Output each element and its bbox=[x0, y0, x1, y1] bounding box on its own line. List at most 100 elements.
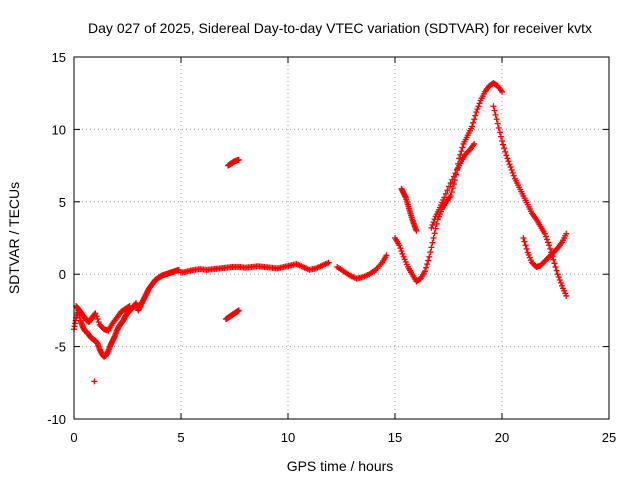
data-point-orange-arc bbox=[429, 221, 436, 228]
data-point-rise bbox=[399, 250, 406, 257]
data-point-rise bbox=[448, 189, 455, 196]
x-tick-label: 20 bbox=[495, 430, 509, 445]
data-point-decay bbox=[508, 166, 515, 173]
data-point-decay bbox=[552, 263, 559, 270]
data-point-rise bbox=[472, 112, 479, 119]
data-point-decay bbox=[543, 236, 550, 243]
data-point-decay bbox=[556, 276, 563, 283]
data-point-rise bbox=[430, 235, 437, 241]
plot-frame bbox=[73, 56, 610, 420]
data-point-early-upper bbox=[92, 310, 99, 317]
data-point-decay bbox=[501, 145, 508, 152]
x-tick-labels: 0 5 10 15 20 25 bbox=[70, 430, 616, 445]
data-point-rise bbox=[432, 225, 439, 232]
data-point-late-branch bbox=[520, 235, 527, 241]
data-point-decay bbox=[541, 230, 548, 237]
y-tick-label: 0 bbox=[59, 267, 66, 282]
data-point-rise bbox=[429, 239, 436, 246]
y-axis-label: SDTVAR / TECUs bbox=[6, 182, 22, 294]
data-point-rise bbox=[450, 181, 457, 188]
data-point-rise bbox=[427, 249, 434, 256]
data-point-rise bbox=[428, 244, 435, 251]
data-point-rise bbox=[447, 193, 454, 200]
data-point-orange-arc bbox=[471, 140, 478, 147]
data-point-decay bbox=[497, 133, 504, 140]
data-point-rise bbox=[426, 253, 433, 260]
data-point-orange-arc bbox=[447, 179, 454, 186]
data-point-orange-arc bbox=[428, 224, 435, 231]
data-point-decay bbox=[555, 274, 562, 281]
data-point-decay bbox=[504, 155, 511, 162]
x-tick-label: 0 bbox=[70, 430, 77, 445]
data-point-decay bbox=[495, 124, 502, 131]
data-point-rise bbox=[396, 242, 403, 249]
data-point-isolated-low bbox=[235, 307, 242, 314]
data-point-decay bbox=[542, 233, 549, 240]
data-point-early-upper bbox=[125, 303, 132, 310]
data-point-decay bbox=[492, 111, 499, 118]
data-point-decay bbox=[490, 103, 497, 110]
data-point-decay bbox=[494, 120, 501, 127]
data-point-orange-arc bbox=[431, 216, 438, 223]
data-point-decay bbox=[550, 256, 557, 263]
chart-title: Day 027 of 2025, Sidereal Day-to-day VTE… bbox=[88, 20, 592, 36]
data-point-rise bbox=[398, 248, 405, 255]
data-point-rise bbox=[449, 185, 456, 192]
data-point-decay bbox=[547, 245, 554, 252]
data-point-decay bbox=[506, 161, 513, 168]
data-point-decay bbox=[491, 107, 498, 114]
data-point-outlier bbox=[91, 378, 98, 385]
data-point-decay bbox=[557, 279, 564, 286]
data-point-decay bbox=[507, 164, 514, 171]
data-point-day bbox=[325, 259, 332, 266]
data-point-decay bbox=[546, 242, 553, 249]
data-point-orange-arc bbox=[442, 190, 449, 197]
data-point-decay bbox=[551, 260, 558, 267]
data-point-rise bbox=[469, 123, 476, 130]
data-point-jump bbox=[413, 227, 420, 234]
y-tick-labels: -10 -5 0 5 10 15 bbox=[47, 50, 66, 427]
data-point-rise bbox=[457, 151, 464, 158]
data-point-rise bbox=[473, 109, 480, 116]
data-point-decay bbox=[510, 172, 517, 179]
data-point-orange-arc bbox=[449, 176, 456, 183]
data-point-decay bbox=[499, 137, 505, 144]
data-point-decay bbox=[503, 152, 510, 159]
data-point-rise bbox=[433, 220, 440, 227]
data-point-late-branch bbox=[563, 230, 570, 237]
data-point-isolated-high bbox=[235, 156, 242, 163]
data-point-orange-arc bbox=[446, 183, 453, 190]
data-point-late-branch bbox=[522, 242, 529, 249]
data-point-orange-arc bbox=[441, 194, 448, 201]
data-points bbox=[71, 80, 570, 385]
y-tick-label: 5 bbox=[59, 195, 66, 210]
data-point-early-upper bbox=[126, 303, 133, 310]
y-tick-label: -10 bbox=[47, 412, 66, 427]
x-tick-label: 10 bbox=[281, 430, 295, 445]
y-tick-label: 10 bbox=[52, 122, 66, 137]
y-tick-label: 15 bbox=[52, 50, 66, 65]
data-point-rise bbox=[424, 261, 431, 268]
data-point-late-branch bbox=[523, 245, 530, 252]
x-tick-label: 25 bbox=[602, 430, 616, 445]
data-point-rise bbox=[474, 106, 481, 113]
data-point-rise bbox=[431, 230, 438, 237]
data-point-rise bbox=[476, 100, 483, 107]
data-point-early-upper bbox=[95, 318, 102, 325]
data-point-rise bbox=[459, 144, 466, 151]
data-point-rise bbox=[475, 103, 482, 110]
data-point-late-branch bbox=[521, 238, 528, 245]
grid bbox=[74, 57, 609, 419]
data-point-decay bbox=[502, 148, 509, 155]
x-tick-label: 15 bbox=[388, 430, 402, 445]
data-point-decay bbox=[505, 158, 512, 165]
x-axis-label: GPS time / hours bbox=[287, 458, 394, 474]
data-point-early-upper bbox=[94, 316, 101, 323]
data-point-rise bbox=[499, 88, 505, 95]
data-point-rise bbox=[458, 148, 465, 155]
data-point-decay bbox=[493, 116, 500, 123]
y-tick-label: -5 bbox=[54, 340, 66, 355]
data-point-rise bbox=[425, 257, 432, 264]
data-point-decay bbox=[496, 129, 503, 136]
